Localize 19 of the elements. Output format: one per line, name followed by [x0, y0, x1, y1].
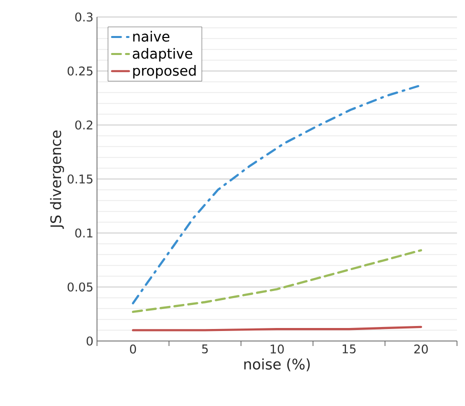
x-tick-label: 10 — [270, 344, 284, 354]
legend-label: adaptive — [132, 48, 192, 62]
y-tick-label: 0.1 — [75, 228, 92, 238]
y-tick-label: 0.05 — [68, 282, 92, 292]
line-series — [132, 85, 420, 304]
y-tick-label: 0.3 — [75, 12, 93, 22]
y-tick-label: 0.25 — [68, 66, 92, 76]
x-tick-label: 15 — [342, 344, 356, 354]
x-tick-label: 20 — [414, 344, 428, 354]
y-tick-label: 0 — [86, 336, 93, 346]
legend-label: naive — [133, 30, 170, 42]
x-axis-title: noise (%) — [244, 358, 310, 372]
x-tick-label: 0 — [130, 344, 136, 354]
y-axis-title: JS divergence — [50, 130, 64, 229]
y-tick-label: 0.15 — [68, 174, 92, 184]
legend-label: proposed — [133, 65, 196, 79]
line-series — [132, 249, 422, 313]
y-tick-label: 0.2 — [75, 120, 92, 130]
x-tick-label: 5 — [202, 344, 208, 354]
